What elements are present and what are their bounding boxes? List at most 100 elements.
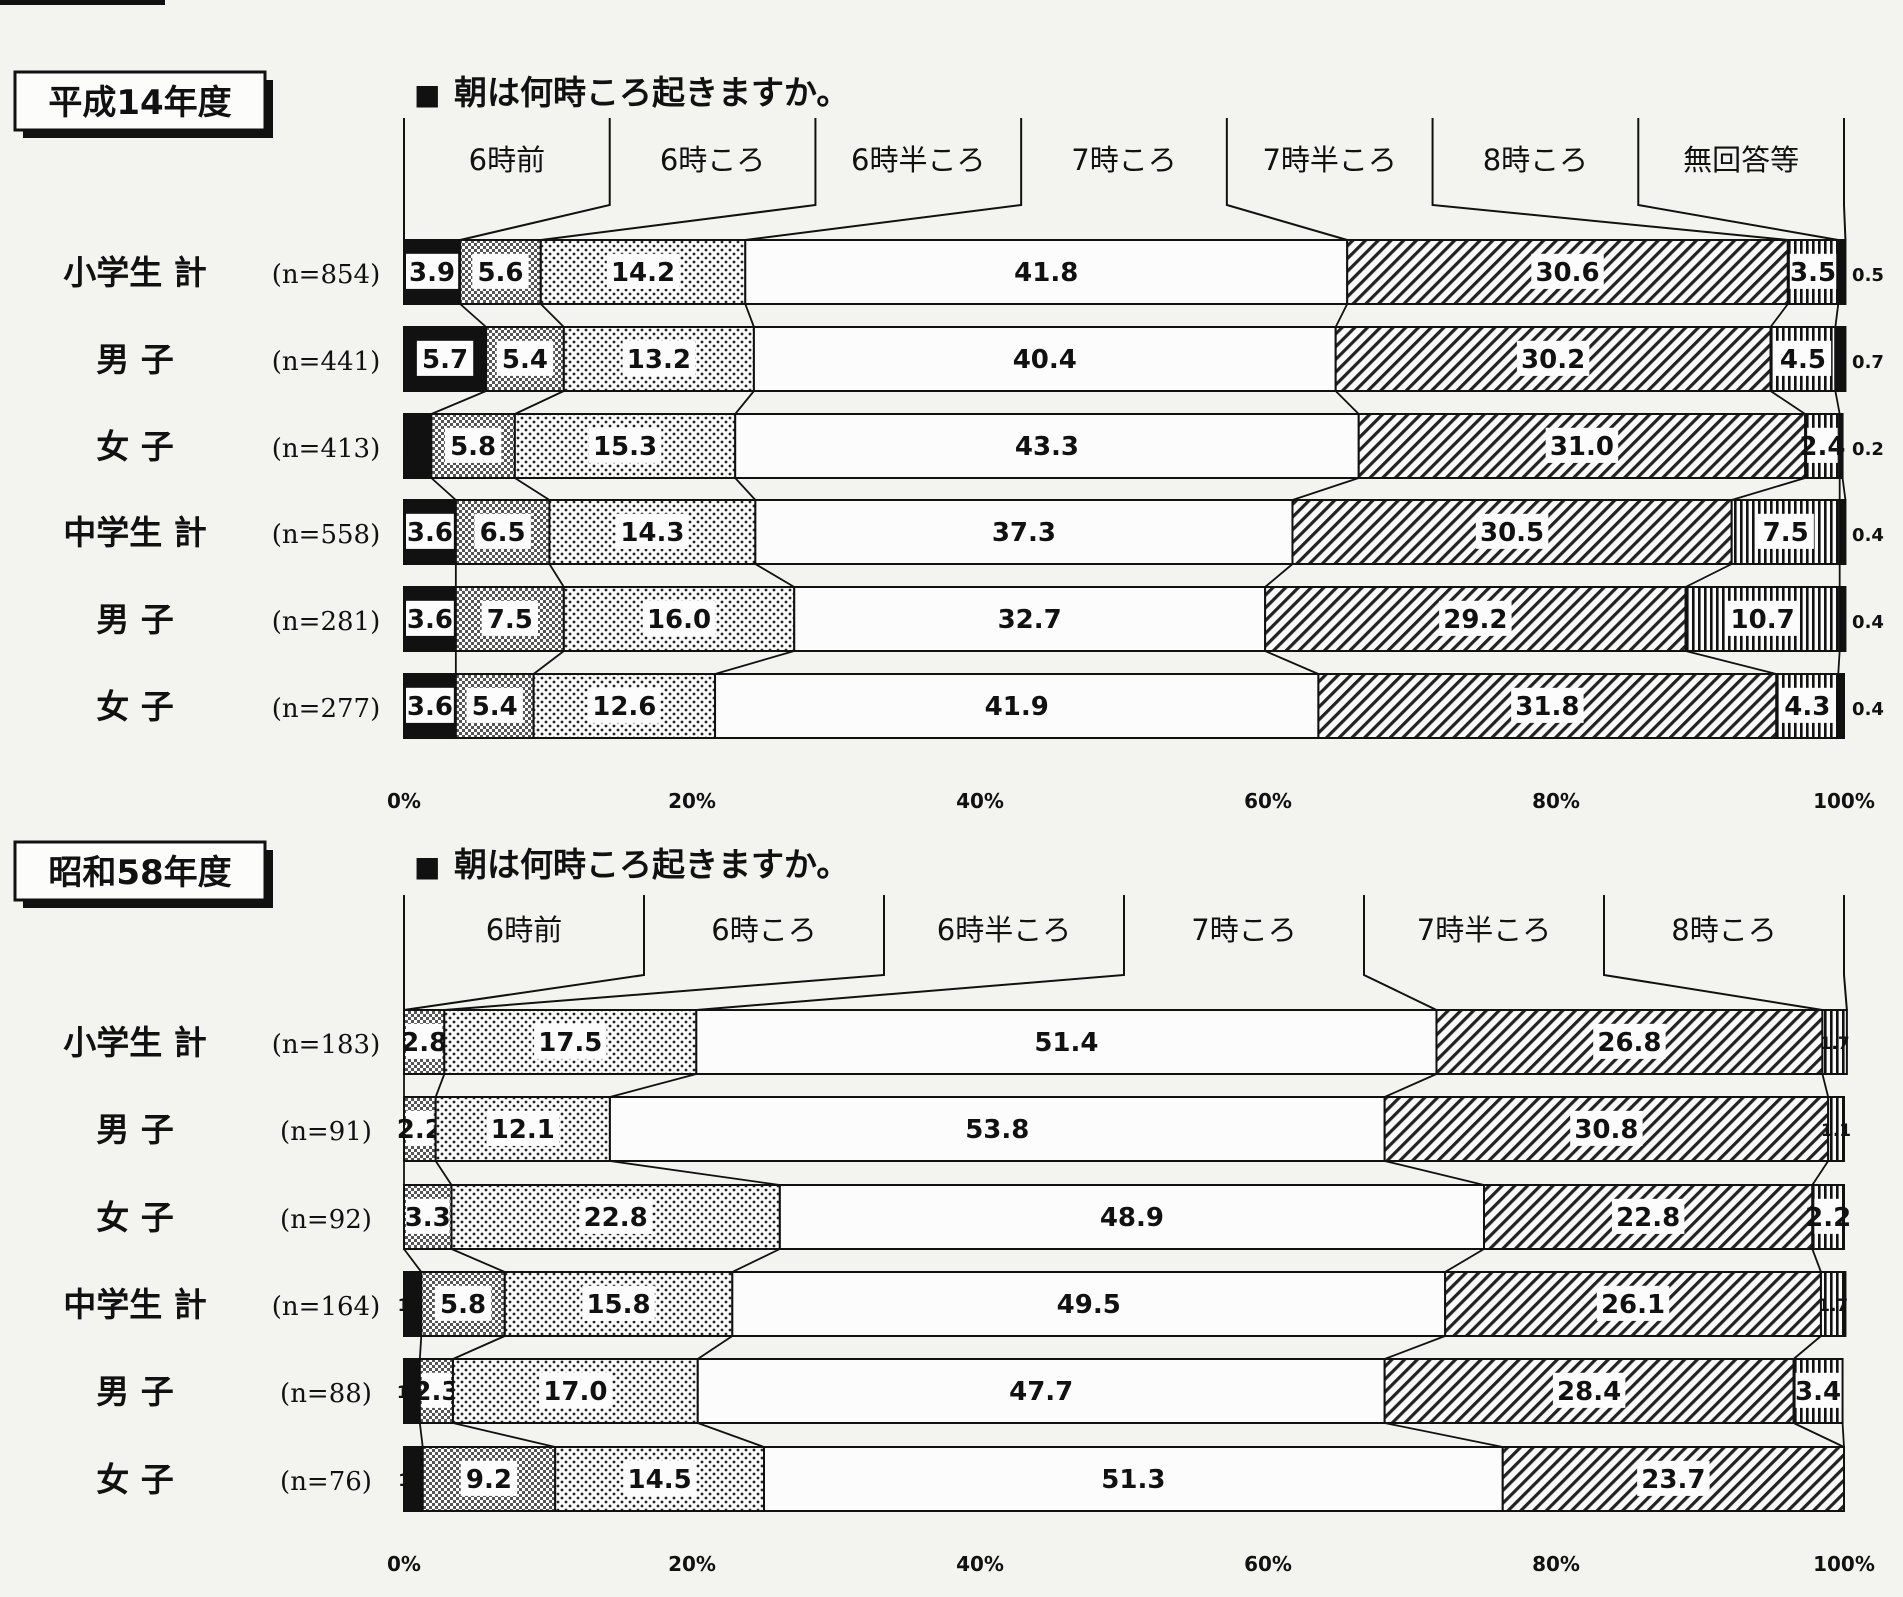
legend-leader-line <box>1637 118 1839 241</box>
legend-leader-line <box>540 118 817 241</box>
data-label: 3.6 <box>407 692 453 722</box>
data-label-bg <box>1779 687 1836 723</box>
data-label-bg <box>1726 600 1799 636</box>
row-n: (n=441) <box>272 347 380 377</box>
data-label-bg <box>1789 253 1837 289</box>
data-label-bg <box>486 1110 560 1146</box>
legend-6時ころ: 6時ころ <box>711 913 816 947</box>
tick-label: 100% <box>1813 789 1875 813</box>
row-n: (n=183) <box>272 1030 380 1060</box>
legend-7時ころ: 7時ころ <box>1191 913 1296 947</box>
data-label-bg <box>606 253 680 289</box>
bar-segment <box>1838 586 1847 652</box>
data-label: 51.4 <box>1034 1028 1098 1058</box>
tick-label: 60% <box>1244 1552 1292 1576</box>
tick-label: 40% <box>956 789 1004 813</box>
bar-connector <box>418 1335 423 1360</box>
top-rule <box>0 0 165 5</box>
data-label-bg <box>1596 1285 1670 1321</box>
era-label: 昭和58年度 <box>48 853 231 893</box>
bar-connector <box>609 1160 780 1186</box>
title-marker: ■ <box>414 78 440 111</box>
data-label: 28.4 <box>1557 1377 1621 1407</box>
data-label: 12.1 <box>491 1115 555 1145</box>
row-n: (n=413) <box>272 434 380 464</box>
data-label-bg <box>1545 427 1619 463</box>
legend-6時前: 6時前 <box>486 913 562 947</box>
bar-connector <box>744 303 755 328</box>
data-label: 43.3 <box>1015 432 1079 462</box>
data-label-bg <box>1052 1285 1125 1321</box>
data-label-bg <box>1097 1460 1170 1496</box>
tick-label: 80% <box>1532 1552 1580 1576</box>
row-label: 男 子 <box>96 600 174 639</box>
data-label: 29.2 <box>1443 605 1507 635</box>
data-label-bg <box>1807 427 1838 463</box>
data-label: 0.2 <box>1852 439 1884 460</box>
bar-connector <box>714 650 795 675</box>
bar-connector <box>1384 1073 1437 1098</box>
bar-connector <box>533 650 565 675</box>
bar-connector <box>697 1422 765 1448</box>
era-label: 平成14年度 <box>48 83 231 123</box>
data-label-bg <box>406 1110 434 1146</box>
row-n: (n=277) <box>272 694 380 724</box>
data-label: 26.1 <box>1601 1290 1665 1320</box>
data-label: 17.5 <box>538 1028 602 1058</box>
data-label-bg <box>1531 253 1604 289</box>
legend-leader-line <box>745 118 1023 241</box>
data-label: 12.6 <box>592 692 656 722</box>
data-label: 14.2 <box>611 258 675 288</box>
data-label: 5.8 <box>440 1290 486 1320</box>
data-label: 30.8 <box>1574 1115 1638 1145</box>
data-label-bg <box>1475 513 1549 549</box>
data-label: 41.9 <box>985 692 1049 722</box>
row-label: 女 子 <box>96 427 174 466</box>
legend-leader-line <box>696 895 1125 1011</box>
data-label-bg <box>588 687 661 723</box>
tick-label: 20% <box>668 789 716 813</box>
row-label: 女 子 <box>96 687 174 726</box>
bar-connector <box>459 303 487 328</box>
data-label: 30.5 <box>1480 518 1544 548</box>
data-label-bg <box>406 600 454 636</box>
row-n: (n=281) <box>272 607 380 637</box>
data-label: 32.7 <box>998 605 1062 635</box>
data-label: 41.8 <box>1014 258 1078 288</box>
data-label: 0.4 <box>1852 699 1884 720</box>
bar-connector <box>734 477 757 501</box>
data-label-bg <box>1795 1372 1841 1408</box>
data-label: 22.8 <box>584 1203 648 1233</box>
data-label: 1.3 <box>398 1471 428 1491</box>
data-label: 51.3 <box>1101 1465 1165 1495</box>
legend-6時ころ: 6時ころ <box>660 143 765 177</box>
data-label-bg <box>1008 340 1082 376</box>
tick-label: 80% <box>1532 789 1580 813</box>
data-label: 14.5 <box>628 1465 692 1495</box>
legend-8時ころ: 8時ころ <box>1483 143 1588 177</box>
data-label-bg <box>622 340 696 376</box>
tick-label: 40% <box>956 1552 1004 1576</box>
bar-connector <box>1770 390 1806 415</box>
bar-connector <box>451 1248 506 1273</box>
bar-connector <box>540 303 565 328</box>
bar-connector <box>1821 1073 1830 1098</box>
legend-6時半ころ: 6時半ころ <box>851 143 985 177</box>
chart-2: 昭和58年度 ■ 朝は何時ころ起きますか。 6時前 6時ころ 6時半ころ 7時ころ 7時半ころ… <box>13 840 1875 1576</box>
bar-connector <box>1837 650 1841 675</box>
bar-connector <box>434 1073 446 1098</box>
bar-connector <box>1793 1335 1822 1360</box>
data-label: 15.3 <box>593 432 657 462</box>
data-label: 26.8 <box>1597 1028 1661 1058</box>
bar-connector <box>1841 477 1847 501</box>
row-n: (n=76) <box>280 1467 372 1497</box>
data-label-bg <box>623 1460 696 1496</box>
data-label: 30.2 <box>1521 345 1585 375</box>
legend-leader-line <box>1363 895 1437 1011</box>
bar-connector <box>1685 650 1777 675</box>
data-label: 1.9 <box>403 438 433 458</box>
row-n: (n=88) <box>280 1379 372 1409</box>
bar-connector <box>1793 1422 1845 1448</box>
data-label: 0.7 <box>1852 352 1884 373</box>
